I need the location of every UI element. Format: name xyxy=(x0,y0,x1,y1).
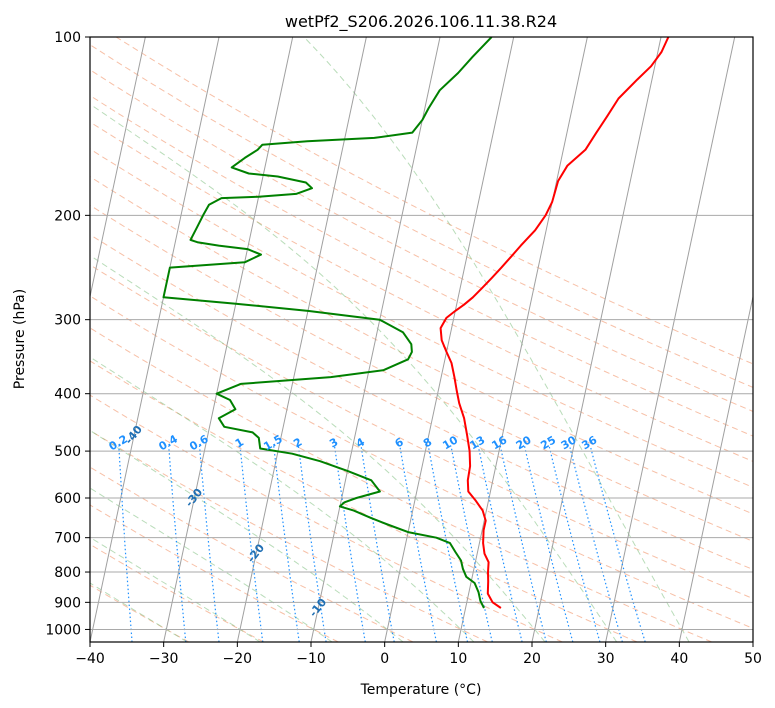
isotherm xyxy=(236,37,367,642)
chart-title: wetPf2_S206.2026.106.11.38.R24 xyxy=(285,12,557,32)
x-tick-label: −10 xyxy=(296,651,326,667)
mixing-ratio-line xyxy=(273,445,300,642)
mixing-ratio-line xyxy=(239,445,264,642)
x-tick-label: −20 xyxy=(223,651,253,667)
x-tick-label: 30 xyxy=(597,651,615,667)
x-tick-label: 0 xyxy=(380,651,389,667)
isotherm xyxy=(0,37,72,642)
moist-adiabat xyxy=(90,103,618,642)
sounding-profiles xyxy=(162,37,670,609)
isotherm xyxy=(163,37,294,642)
dry-adiabat xyxy=(90,466,414,642)
mixing-ratio-line xyxy=(477,445,523,642)
x-tick-label: 40 xyxy=(670,651,688,667)
mixing-ratio-line xyxy=(523,445,574,642)
mixing-ratio-line xyxy=(360,445,395,642)
y-tick-label: 500 xyxy=(54,444,81,460)
dry-adiabat xyxy=(90,295,753,629)
x-tick-label: 10 xyxy=(449,651,467,667)
mixing-ratio-line xyxy=(589,445,646,642)
x-tick-label: 20 xyxy=(523,651,541,667)
mixing-ratio-line xyxy=(297,445,327,642)
y-tick-label: 100 xyxy=(54,30,81,46)
mixing-ratio-line xyxy=(399,445,437,642)
moist-adiabat xyxy=(90,536,261,642)
y-tick-label: 400 xyxy=(54,387,81,403)
dry-adiabat xyxy=(90,121,753,462)
isotherm xyxy=(605,37,736,642)
axis-ticks: −40 −30 −20 −10 0 10 20 30 40 50 100 200 300 400 500 60… xyxy=(45,30,762,667)
dry-adiabat xyxy=(90,327,712,642)
temperature-profile xyxy=(439,37,670,609)
dry-adiabat xyxy=(90,264,753,600)
y-tick-label: 600 xyxy=(54,491,81,507)
mixing-ratio-line xyxy=(427,445,469,642)
y-tick-label: 200 xyxy=(54,208,81,224)
dewpoint-profile xyxy=(162,37,493,609)
background-lines xyxy=(0,37,753,642)
y-tick-label: 900 xyxy=(54,595,81,611)
moist-adiabat xyxy=(90,582,188,642)
moist-adiabat xyxy=(303,37,690,642)
dry-adiabat xyxy=(115,37,753,365)
mixing-ratio-line xyxy=(333,445,366,642)
dry-adiabat xyxy=(90,360,638,642)
mixing-ratio-line xyxy=(450,445,493,642)
mixing-ratio-line xyxy=(198,445,220,642)
isotherm xyxy=(310,37,441,642)
x-tick-label: 50 xyxy=(744,651,762,667)
isotherm xyxy=(457,37,588,642)
isotherm xyxy=(384,37,515,642)
dry-adiabat xyxy=(90,504,339,642)
moist-adiabat xyxy=(90,254,546,642)
x-tick-label: −40 xyxy=(75,651,105,667)
isotherm xyxy=(752,639,753,642)
dry-adiabat xyxy=(90,394,563,642)
mixing-ratio-line xyxy=(118,445,133,642)
mixing-ratio-line xyxy=(569,445,623,642)
y-tick-label: 800 xyxy=(54,565,81,581)
dry-adiabat xyxy=(90,176,753,515)
y-tick-label: 1000 xyxy=(45,622,81,638)
moist-adiabat xyxy=(90,429,404,642)
isotherm xyxy=(90,37,220,642)
x-axis-label: Temperature (°C) xyxy=(360,682,482,698)
mixing-ratio-line xyxy=(168,445,187,642)
plot-background xyxy=(90,37,753,642)
dry-adiabat xyxy=(90,584,190,642)
y-tick-label: 700 xyxy=(54,531,81,547)
isotherm xyxy=(531,37,662,642)
x-tick-label: −30 xyxy=(149,651,179,667)
dry-adiabat xyxy=(90,94,753,437)
isotherm xyxy=(90,37,146,299)
plot-frame xyxy=(89,36,754,643)
y-tick-label: 300 xyxy=(54,313,81,329)
pressure-gridlines xyxy=(90,37,753,630)
mixing-ratio-line xyxy=(499,445,547,642)
isotherm xyxy=(678,294,753,642)
mixing-ratio-line xyxy=(548,445,601,642)
dry-adiabat xyxy=(90,204,753,542)
y-axis-label: Pressure (hPa) xyxy=(12,289,28,389)
